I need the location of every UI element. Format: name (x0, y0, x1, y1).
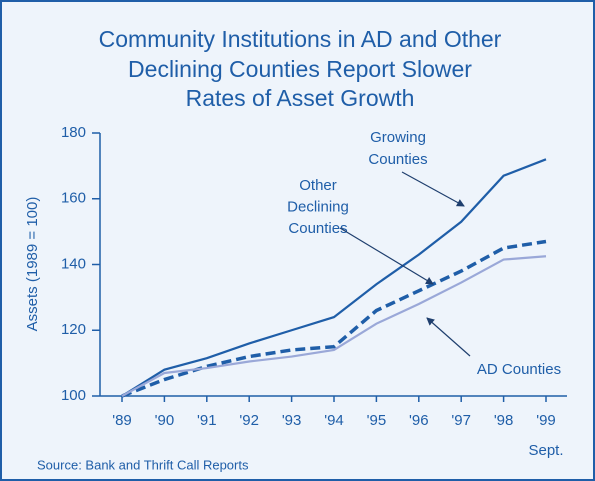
x-tick-label: '94 (324, 412, 344, 429)
x-tick-label: '98 (494, 412, 514, 429)
chart-title: Rates of Asset Growth (186, 85, 415, 111)
y-axis-label: Assets (1989 = 100) (24, 197, 41, 332)
x-note: Sept. (528, 442, 563, 459)
annotation: Other (299, 177, 337, 194)
y-tick-label: 180 (61, 124, 86, 141)
line-series (121, 158, 547, 397)
x-tick-label: '89 (112, 412, 132, 429)
x-tick-label: '99 (536, 412, 556, 429)
chart-title: Declining Counties Report Slower (128, 56, 472, 82)
x-tick-label: '97 (451, 412, 471, 429)
y-tick-label: 160 (61, 190, 86, 207)
chart-title: Community Institutions in AD and Other (99, 26, 502, 52)
y-tick-label: 140 (61, 255, 86, 272)
annotation: AD Counties (477, 361, 561, 378)
annotation: Counties (288, 220, 347, 237)
x-tick-label: '90 (155, 412, 175, 429)
annotation-arrow (339, 227, 434, 285)
x-tick-label: '95 (367, 412, 387, 429)
annotation: Declining (287, 198, 349, 215)
x-tick-label: '91 (197, 412, 217, 429)
x-tick-label: '92 (239, 412, 259, 429)
x-tick-label: '93 (282, 412, 302, 429)
x-tick-label: '96 (409, 412, 429, 429)
y-tick-label: 120 (61, 321, 86, 338)
annotation-arrow (426, 317, 471, 357)
y-tick-label: 100 (61, 387, 86, 404)
line-series (121, 255, 547, 397)
annotation: Growing (370, 129, 426, 146)
annotation: Counties (368, 151, 427, 168)
source: Source: Bank and Thrift Call Reports (37, 457, 249, 472)
annotation-arrow (401, 171, 465, 207)
